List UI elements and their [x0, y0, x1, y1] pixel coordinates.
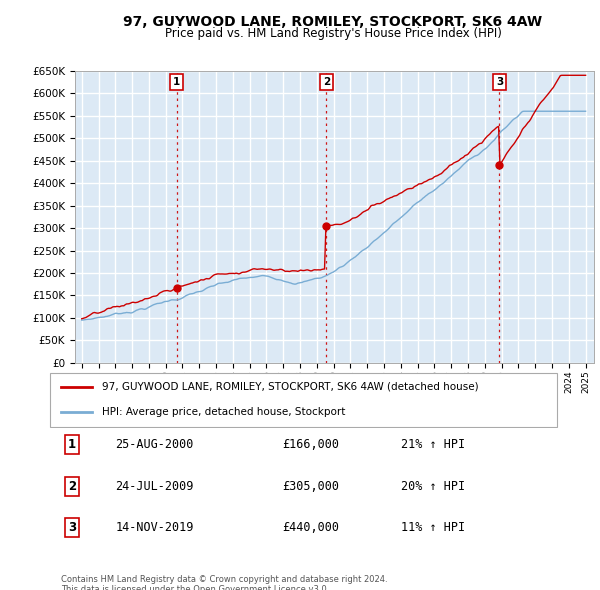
Text: 3: 3 [496, 77, 503, 87]
Text: 21% ↑ HPI: 21% ↑ HPI [401, 438, 466, 451]
FancyBboxPatch shape [50, 373, 557, 427]
Text: 2: 2 [323, 77, 330, 87]
Text: 24-JUL-2009: 24-JUL-2009 [115, 480, 194, 493]
Text: Contains HM Land Registry data © Crown copyright and database right 2024.
This d: Contains HM Land Registry data © Crown c… [61, 575, 388, 590]
Text: 97, GUYWOOD LANE, ROMILEY, STOCKPORT, SK6 4AW: 97, GUYWOOD LANE, ROMILEY, STOCKPORT, SK… [124, 15, 542, 29]
Text: 3: 3 [68, 522, 76, 535]
Text: 1: 1 [68, 438, 76, 451]
Text: £440,000: £440,000 [283, 522, 340, 535]
Text: 11% ↑ HPI: 11% ↑ HPI [401, 522, 466, 535]
Text: 1: 1 [173, 77, 180, 87]
Text: Price paid vs. HM Land Registry's House Price Index (HPI): Price paid vs. HM Land Registry's House … [164, 27, 502, 40]
Text: £305,000: £305,000 [283, 480, 340, 493]
Text: £166,000: £166,000 [283, 438, 340, 451]
Text: 20% ↑ HPI: 20% ↑ HPI [401, 480, 466, 493]
Text: HPI: Average price, detached house, Stockport: HPI: Average price, detached house, Stoc… [103, 407, 346, 417]
Text: 2: 2 [68, 480, 76, 493]
Text: 25-AUG-2000: 25-AUG-2000 [115, 438, 194, 451]
Text: 14-NOV-2019: 14-NOV-2019 [115, 522, 194, 535]
Text: 97, GUYWOOD LANE, ROMILEY, STOCKPORT, SK6 4AW (detached house): 97, GUYWOOD LANE, ROMILEY, STOCKPORT, SK… [103, 382, 479, 392]
